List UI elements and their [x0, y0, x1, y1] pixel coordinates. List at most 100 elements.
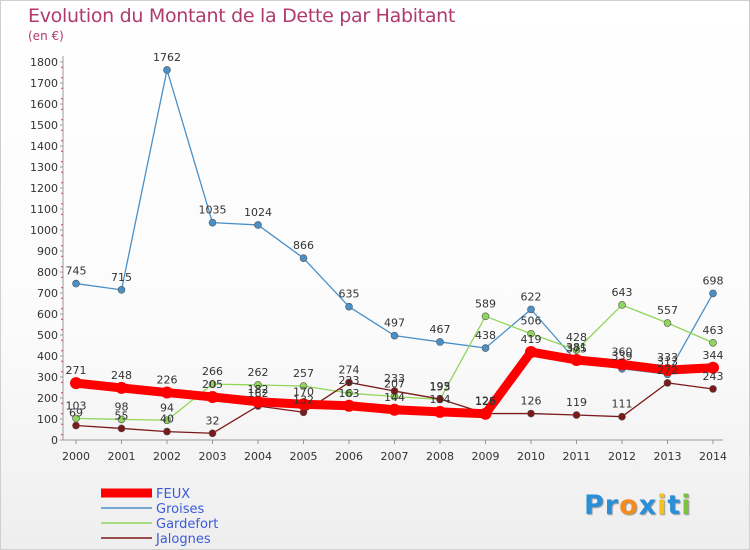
x-tick-label: 2011	[563, 450, 591, 463]
data-label: 195	[430, 380, 451, 393]
legend-label: Gardefort	[156, 517, 218, 532]
data-label: 126	[521, 395, 542, 408]
data-point	[709, 338, 717, 347]
data-point	[117, 424, 126, 433]
data-point	[663, 379, 672, 387]
data-label: 226	[157, 374, 178, 387]
data-point	[525, 346, 537, 359]
data-label: 125	[475, 395, 496, 408]
data-point	[661, 364, 674, 377]
data-label: 339	[612, 350, 633, 363]
y-tick-label: 1700	[30, 77, 58, 90]
y-tick-label: 500	[37, 329, 58, 342]
y-tick-label: 1000	[30, 224, 58, 237]
data-label: 589	[475, 297, 496, 310]
data-label: 635	[339, 288, 360, 301]
data-label: 207	[384, 378, 405, 391]
data-label: 205	[202, 378, 223, 391]
data-label: 132	[293, 393, 314, 406]
data-point	[616, 358, 628, 371]
data-point	[208, 429, 217, 438]
y-tick-label: 1200	[30, 182, 58, 195]
data-point	[70, 377, 82, 390]
data-point	[390, 331, 399, 340]
y-tick-label: 1100	[30, 203, 58, 216]
data-label: 344	[703, 349, 724, 362]
data-label: 506	[521, 315, 542, 328]
data-label: 55	[115, 409, 129, 422]
x-tick-label: 2005	[290, 450, 318, 463]
data-label: 375	[566, 342, 587, 355]
data-label: 715	[111, 271, 132, 284]
x-tick-label: 2004	[244, 450, 272, 463]
data-label: 313	[657, 355, 678, 368]
x-tick-label: 2008	[426, 450, 454, 463]
data-label: 98	[115, 400, 129, 413]
data-point	[434, 405, 446, 418]
data-point	[206, 390, 219, 403]
data-point	[527, 329, 535, 338]
data-point	[572, 346, 581, 354]
y-tick-label: 900	[37, 245, 58, 258]
data-label: 182	[248, 383, 269, 396]
data-label: 438	[475, 329, 496, 342]
data-point	[527, 305, 535, 314]
x-tick-label: 2007	[381, 450, 409, 463]
data-point	[299, 382, 308, 390]
data-point	[570, 353, 583, 366]
x-tick-label: 2001	[108, 450, 136, 463]
data-label: 698	[703, 274, 724, 287]
data-label: 233	[384, 372, 405, 385]
data-point	[297, 398, 310, 411]
logo-letter: o	[619, 490, 639, 521]
data-label: 497	[384, 317, 405, 330]
data-label: 126	[475, 395, 496, 408]
legend-label: Groises	[156, 502, 204, 517]
y-tick-label: 1400	[30, 140, 58, 153]
data-point	[343, 399, 355, 412]
data-point	[707, 361, 719, 374]
data-point	[663, 319, 672, 327]
data-label: 1762	[153, 51, 181, 64]
data-label: 134	[430, 393, 451, 406]
data-point	[345, 378, 353, 387]
logo-letter: t	[667, 490, 682, 521]
data-point	[115, 381, 128, 394]
data-label: 243	[703, 370, 724, 383]
y-tick-label: 100	[37, 413, 58, 426]
data-label: 94	[160, 401, 174, 414]
data-point	[481, 344, 490, 352]
data-label: 266	[202, 365, 223, 378]
data-point	[163, 416, 171, 425]
data-point	[345, 302, 353, 311]
y-tick-label: 0	[51, 434, 58, 447]
data-point	[709, 385, 717, 393]
legend-label: Jalognes	[155, 532, 211, 547]
y-tick-label: 1800	[30, 56, 58, 69]
data-label: 119	[566, 396, 587, 409]
x-tick-label: 2006	[335, 450, 363, 463]
data-label: 40	[160, 413, 174, 426]
x-tick-label: 2002	[153, 450, 181, 463]
data-point	[254, 221, 262, 229]
x-tick-label: 2010	[517, 450, 545, 463]
y-tick-label: 1300	[30, 161, 58, 174]
data-point	[72, 279, 80, 288]
data-point	[208, 218, 217, 227]
data-label: 162	[248, 387, 269, 400]
x-tick-label: 2000	[62, 450, 90, 463]
x-tick-label: 2012	[608, 450, 636, 463]
data-label: 103	[66, 399, 87, 412]
x-tick-label: 2003	[199, 450, 227, 463]
data-label: 622	[521, 290, 542, 303]
y-tick-label: 1600	[30, 98, 58, 111]
logo-letter: i	[681, 490, 692, 521]
data-label: 248	[111, 369, 132, 382]
data-label: 271	[66, 364, 87, 377]
data-label: 360	[612, 345, 633, 358]
data-label: 69	[69, 407, 83, 420]
x-tick-label: 2013	[654, 450, 682, 463]
data-point	[618, 301, 626, 309]
y-tick-label: 400	[37, 350, 58, 363]
